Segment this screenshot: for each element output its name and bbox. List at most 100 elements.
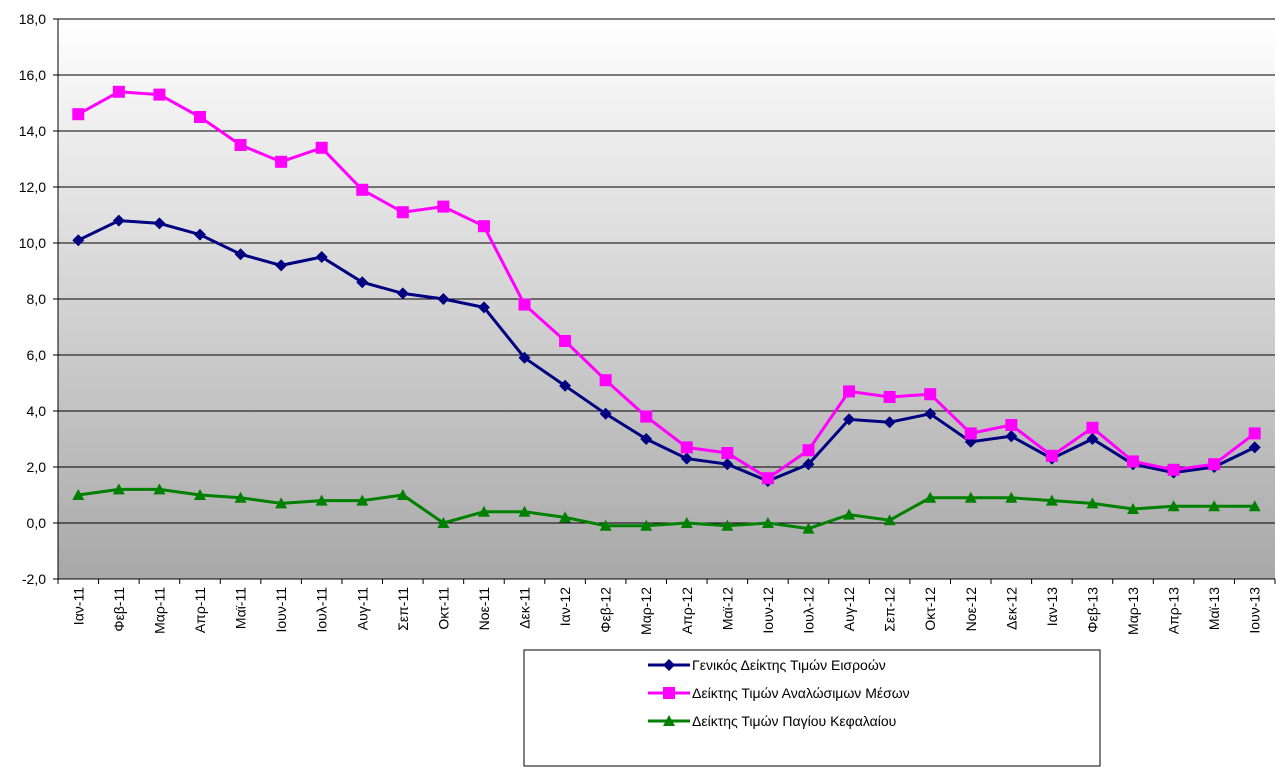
marker [234,139,247,151]
marker [72,108,85,121]
marker [924,407,937,420]
x-tick-label: Μαρ-12 [638,587,654,635]
y-tick-label: 10,0 [19,235,46,251]
marker [396,489,409,500]
y-tick-label: 16,0 [19,67,46,83]
marker [356,494,369,506]
marker [883,514,896,526]
marker [234,491,247,503]
marker [883,391,896,403]
marker [802,522,815,534]
x-tick-label: Φεβ-13 [1084,587,1100,633]
marker [663,715,675,726]
marker [315,251,328,263]
marker [721,458,734,471]
y-tick-label: 6,0 [27,347,47,363]
x-tick-label: Απρ-12 [679,587,695,634]
marker [559,511,572,523]
marker [640,519,653,531]
marker [843,413,856,426]
y-tick-label: 0,0 [27,515,47,531]
marker [1045,449,1058,462]
legend-label: Δείκτης Τιμών Παγίου Κεφαλαίου [692,713,896,729]
marker [315,141,328,154]
x-tick-label: Μαρ-11 [151,587,167,634]
x-tick-label: Σεπ-11 [395,587,411,631]
x-tick-label: Οκτ-12 [922,587,938,631]
legend-box [523,649,1101,767]
marker [315,494,328,506]
x-tick-label: Νοε-12 [963,587,979,632]
marker [437,293,450,305]
marker [640,410,653,423]
x-tick-label: Ιουν-13 [1247,587,1263,634]
y-tick-label: 8,0 [27,291,47,307]
marker [599,519,612,531]
marker [843,385,856,398]
marker [680,441,693,454]
marker [1005,491,1018,503]
x-tick-label: Ιαν-12 [557,587,573,626]
y-tick-label: 18,0 [19,11,46,27]
marker [193,111,206,123]
marker [112,214,125,227]
marker [518,505,531,517]
y-tick-label: 12,0 [19,179,46,195]
marker [72,489,85,500]
marker [843,508,856,520]
marker [193,228,206,241]
marker [1127,455,1140,468]
x-tick-label: Μαϊ-12 [719,587,735,630]
x-tick-label: Ιουν-11 [273,587,289,633]
marker [761,472,774,485]
marker [680,517,693,528]
series-line [77,219,1256,483]
marker [663,659,675,671]
x-tick-label: Δεκ-11 [517,587,533,629]
y-tick-label: 2,0 [27,459,47,475]
legend-label: Δείκτης Τιμών Αναλώσιμων Μέσων [692,685,910,701]
marker [1086,433,1099,445]
y-tick-label: -2,0 [22,571,46,587]
marker [559,335,572,347]
x-tick-label: Σεπ-12 [882,587,898,632]
x-tick-label: Αυγ-11 [354,587,370,630]
marker [640,433,653,445]
series-line [77,90,1256,480]
marker [275,155,288,168]
marker [1045,494,1058,506]
marker [599,407,612,420]
marker [356,183,369,196]
marker [153,217,166,230]
marker [663,687,675,699]
marker [924,491,937,503]
marker [518,351,531,364]
x-tick-label: Μαρ-13 [1125,587,1141,635]
x-tick-label: Οκτ-11 [435,587,451,630]
marker [599,374,612,387]
marker [477,220,490,233]
legend-label: Γενικός Δείκτης Τιμών Εισροών [692,657,886,673]
marker [112,85,125,98]
y-tick-label: 4,0 [27,403,47,419]
marker [1248,441,1261,454]
marker [680,452,693,465]
x-tick-label: Νοε-11 [476,587,492,631]
marker [153,483,166,495]
x-tick-label: Αυγ-12 [841,587,857,631]
marker [1248,500,1261,512]
marker [275,497,288,509]
x-tick-label: Δεκ-12 [1003,587,1019,630]
marker [964,491,977,503]
marker [964,427,977,440]
marker [193,489,206,500]
marker [802,444,815,457]
marker [112,483,125,495]
marker [761,517,774,528]
x-tick-label: Ιουλ-11 [314,587,330,633]
y-tick-label: 14,0 [19,123,46,139]
marker [1167,463,1180,476]
marker [1086,497,1099,509]
marker [437,517,450,528]
